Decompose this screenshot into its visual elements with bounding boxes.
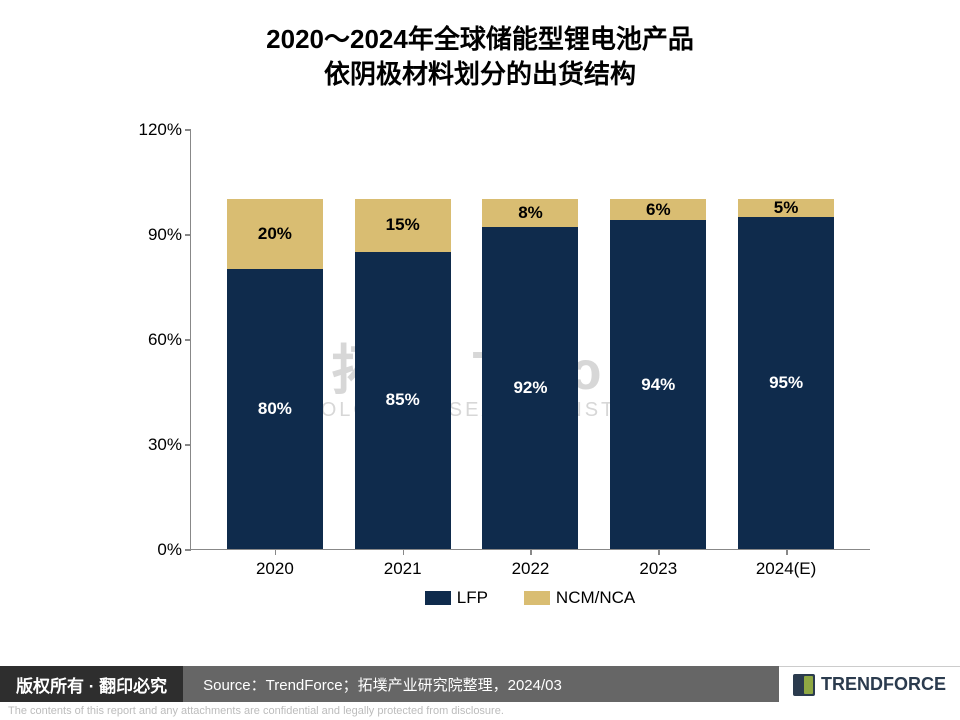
bar-stack: 5%95% [738,199,834,549]
legend-item: LFP [425,588,488,608]
plot-area: 20%80%2020 15%85%2021 8%92%2022 6%94%2023 5%… [190,130,870,550]
brand-logo-container: TRENDFORCE [779,666,960,702]
bar-segment-lfp: 85% [355,252,451,550]
copyright-label: 版权所有 · 翻印必究 [0,666,183,702]
legend: LFP NCM/NCA [190,588,870,610]
bar-segment-lfp: 95% [738,217,834,550]
bar-group: 5%95%2024(E) [738,130,834,549]
footer: 版权所有 · 翻印必究 Source：TrendForce；拓墣产业研究院整理，… [0,666,960,720]
bar-group: 15%85%2021 [355,130,451,549]
x-axis-label: 2020 [227,559,323,579]
bar-group: 8%92%2022 [482,130,578,549]
bar-stack: 6%94% [610,199,706,549]
x-tick-mark [275,549,277,555]
source-label: Source：TrendForce；拓墣产业研究院整理，2024/03 [183,666,779,702]
legend-label: NCM/NCA [556,588,635,608]
legend-swatch [425,591,451,605]
y-tick-label: 120% [139,120,182,140]
y-tick-label: 90% [148,225,182,245]
y-tick-label: 30% [148,435,182,455]
bar-group: 20%80%2020 [227,130,323,549]
legend-label: LFP [457,588,488,608]
title-line-1: 2020～2024年全球储能型锂电池产品 [0,22,960,57]
bar-segment-lfp: 94% [610,220,706,549]
bar-stack: 20%80% [227,199,323,549]
trendforce-icon [793,674,815,696]
bars-container: 20%80%2020 15%85%2021 8%92%2022 6%94%2023 5%… [191,130,870,549]
y-axis: 0%30%60%90%120% [130,130,190,550]
bar-segment-ncm: 15% [355,199,451,252]
y-tick-mark [185,549,191,551]
x-tick-mark [530,549,532,555]
bar-segment-ncm: 8% [482,199,578,227]
x-axis-label: 2023 [610,559,706,579]
bar-segment-ncm: 6% [610,199,706,220]
bar-segment-ncm: 5% [738,199,834,217]
bar-stack: 8%92% [482,199,578,549]
chart-area: 0%30%60%90%120% 20%80%202015%85%20218%92… [130,130,870,590]
brand-name: TRENDFORCE [821,674,946,695]
x-tick-mark [658,549,660,555]
x-axis-label: 2021 [355,559,451,579]
title-line-2: 依阴极材料划分的出货结构 [0,57,960,92]
footer-bar: 版权所有 · 翻印必究 Source：TrendForce；拓墣产业研究院整理，… [0,666,960,702]
disclaimer-text: The contents of this report and any atta… [0,702,960,720]
bar-segment-lfp: 80% [227,269,323,549]
legend-item: NCM/NCA [524,588,635,608]
legend-swatch [524,591,550,605]
y-tick-label: 60% [148,330,182,350]
chart-title: 2020～2024年全球储能型锂电池产品 依阴极材料划分的出货结构 [0,0,960,92]
x-axis-label: 2022 [482,559,578,579]
bar-segment-lfp: 92% [482,227,578,549]
x-tick-mark [403,549,405,555]
y-tick-label: 0% [157,540,182,560]
bar-group: 6%94%2023 [610,130,706,549]
x-tick-mark [786,549,788,555]
x-axis-label: 2024(E) [738,559,834,579]
bar-segment-ncm: 20% [227,199,323,269]
bar-stack: 15%85% [355,199,451,549]
